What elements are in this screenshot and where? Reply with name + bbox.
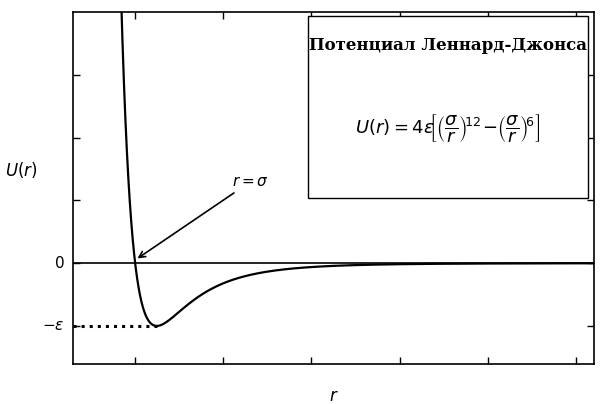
Text: $r$: $r$: [329, 388, 338, 404]
Text: $U(r)$: $U(r)$: [5, 160, 38, 180]
Text: Потенциал Леннард-Джонса: Потенциал Леннард-Джонса: [309, 37, 587, 54]
Text: $U(r)=4\varepsilon\!\left[\left(\dfrac{\sigma}{r}\right)^{\!12}\!-\!\left(\dfrac: $U(r)=4\varepsilon\!\left[\left(\dfrac{\…: [355, 112, 541, 144]
Text: $0$: $0$: [54, 255, 65, 271]
Text: $-\varepsilon$: $-\varepsilon$: [42, 319, 65, 333]
FancyBboxPatch shape: [308, 16, 589, 198]
Text: $r=\sigma$: $r=\sigma$: [139, 175, 269, 257]
